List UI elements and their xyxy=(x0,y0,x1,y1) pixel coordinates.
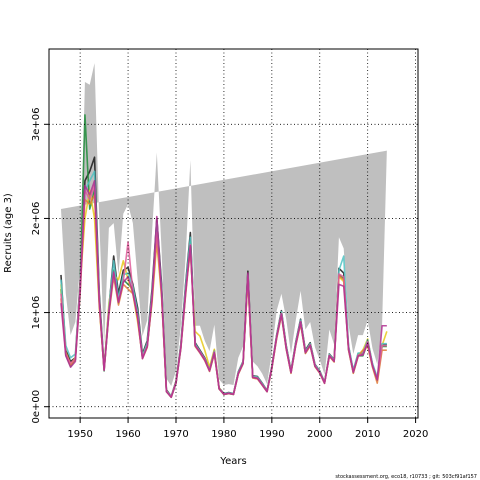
y-tick-label: 3e+06 xyxy=(31,107,42,141)
y-tick-label: 2e+06 xyxy=(31,202,42,236)
x-tick-label: 1970 xyxy=(163,429,188,440)
x-tick-label: 1960 xyxy=(115,429,140,440)
series-line-7 xyxy=(60,179,387,399)
plot-area: 1950 1960 1970 1980 1990 2000 2010 2020 0e+00 1e+… xyxy=(31,48,428,440)
x-axis-title: Years xyxy=(219,456,246,467)
x-tick-label: 1980 xyxy=(211,429,236,440)
x-tick-label: 2000 xyxy=(307,429,332,440)
x-tick-label: 1990 xyxy=(259,429,284,440)
y-axis-title: Recruits (age 3) xyxy=(3,193,14,273)
plot-frame xyxy=(48,48,419,419)
y-tick-label: 1e+06 xyxy=(31,296,42,330)
x-tick-label: 2020 xyxy=(403,429,428,440)
x-tick-label: 1950 xyxy=(67,429,92,440)
footer-note: stockassessment.org, eco18, r10733 ; git… xyxy=(335,474,477,480)
y-tick-label: 0e+00 xyxy=(31,390,42,424)
x-tick-label: 2010 xyxy=(355,429,380,440)
